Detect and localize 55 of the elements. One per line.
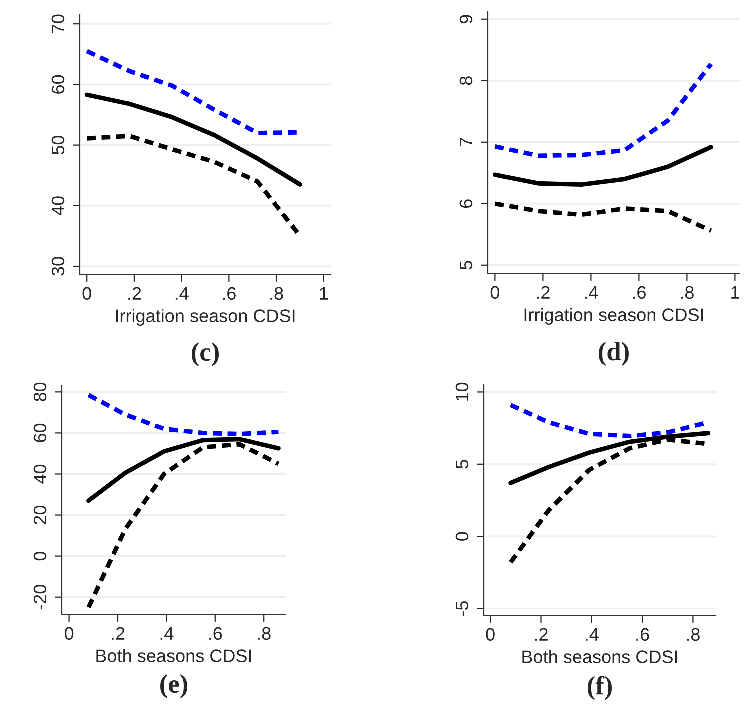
y-tick-label: 9 [460, 15, 473, 24]
x-tick-label: .4 [585, 286, 598, 299]
x-axis-title: Irrigation season CDSI [524, 308, 704, 326]
x-axis-title: Both seasons CDSI [522, 650, 678, 664]
x-tick-label: .2 [537, 286, 550, 299]
text: (e) [160, 674, 188, 698]
x-tick-label: .6 [223, 287, 236, 300]
x-tick-label: .6 [633, 286, 646, 300]
line-series [492, 145, 714, 188]
x-tick-label: .8 [681, 286, 694, 300]
y-tick-label: -5 [456, 602, 469, 616]
y-tick-label: 40 [52, 196, 65, 216]
y-tick-label: 40 [34, 464, 47, 484]
x-tick-label: 0 [490, 286, 500, 300]
y-tick-label: 0 [34, 552, 47, 561]
y-tick-label: -20 [34, 585, 47, 610]
x-tick-label: .2 [535, 628, 548, 641]
x-tick-label: 0 [82, 287, 92, 300]
line-series [84, 92, 302, 187]
line-series [86, 393, 281, 436]
line-series [492, 62, 714, 158]
text: (f) [588, 676, 612, 700]
y-tick-label: 30 [52, 257, 65, 276]
x-tick-label: .8 [258, 627, 271, 640]
x-tick-label: 1 [732, 286, 740, 299]
y-tick-label: 50 [52, 136, 65, 155]
y-tick-label: 20 [34, 506, 47, 524]
y-tick-label: 80 [34, 382, 47, 402]
x-tick-label: .4 [586, 628, 599, 641]
x-tick-label: .8 [270, 287, 284, 300]
y-tick-label: 70 [52, 14, 65, 34]
y-tick-label: 60 [34, 424, 47, 442]
x-tick-label: .4 [160, 627, 174, 640]
x-tick-label: .2 [128, 287, 142, 300]
y-tick-label: 6 [460, 200, 473, 208]
x-tick-label: .8 [687, 628, 700, 642]
y-tick-label: 0 [456, 532, 469, 541]
y-tick-label: 60 [52, 75, 65, 94]
y-tick-label: 8 [460, 76, 473, 86]
x-tick-label: .4 [176, 287, 189, 300]
y-tick-label: 5 [456, 460, 469, 469]
line-series [492, 202, 714, 234]
x-tick-label: 1 [320, 287, 328, 300]
x-tick-label: .2 [112, 627, 125, 640]
text: (c) [192, 342, 219, 367]
y-tick-label: 10 [456, 382, 469, 401]
text: (d) [599, 342, 629, 366]
x-axis-title: Both seasons CDSI [96, 649, 252, 662]
y-tick-label: 5 [460, 261, 473, 270]
x-tick-label: 0 [486, 628, 495, 642]
x-tick-label: 0 [64, 627, 74, 640]
y-tick-label: 7 [460, 138, 472, 146]
x-axis-title: Irrigation season CDSI [116, 309, 295, 326]
x-tick-label: .6 [210, 627, 222, 640]
x-tick-label: .6 [636, 628, 650, 642]
